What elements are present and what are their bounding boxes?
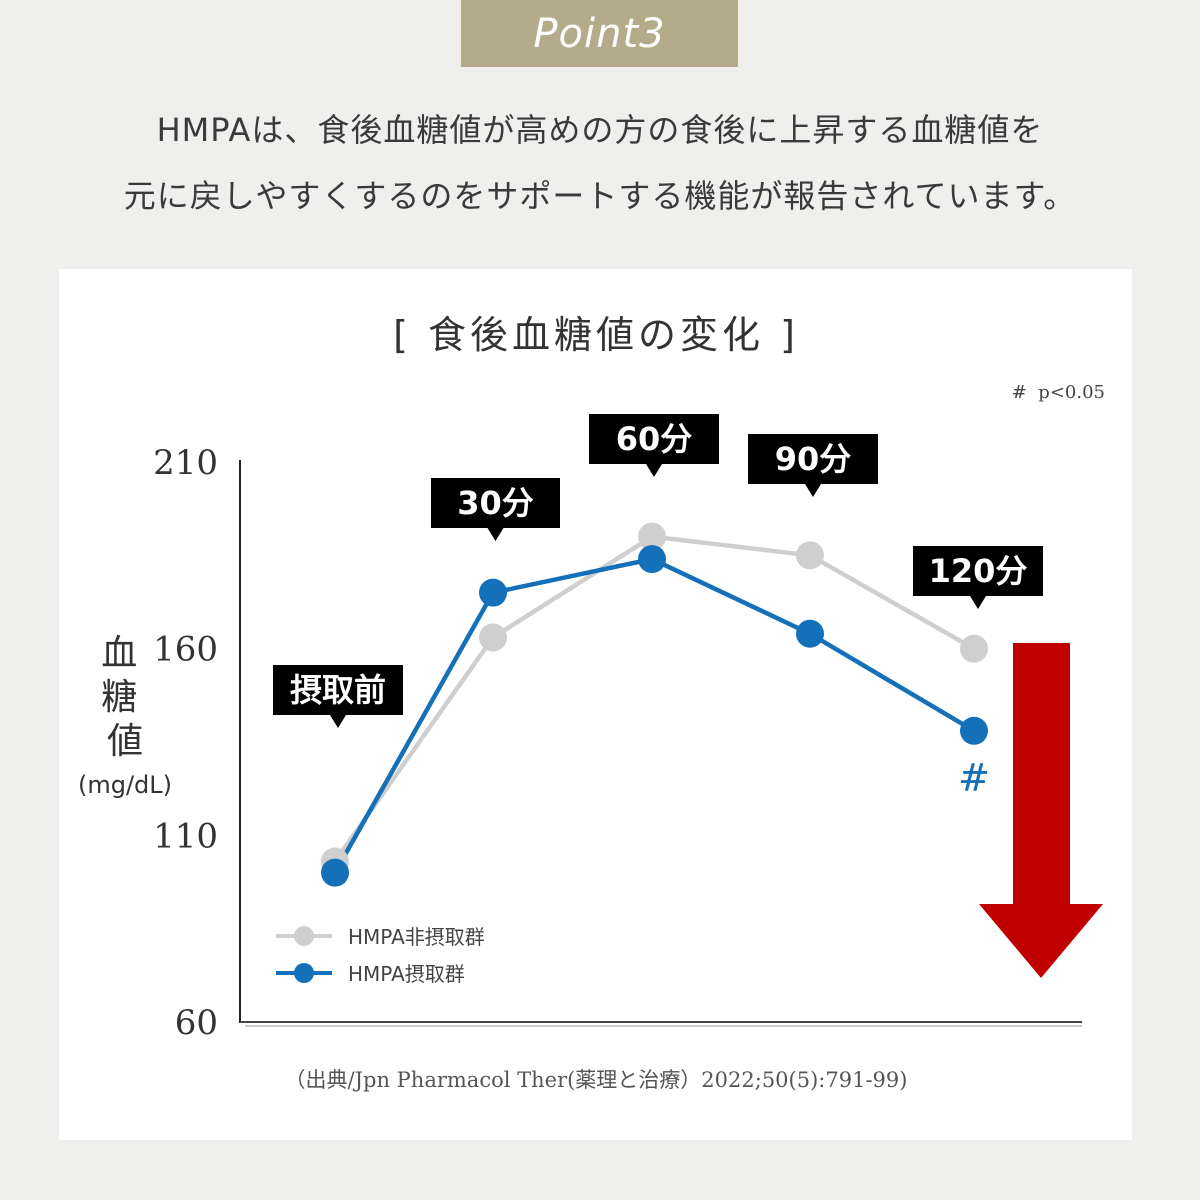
y-tick-label: 60: [175, 1003, 218, 1043]
point-badge: Point3: [461, 0, 738, 67]
significance-note: # p<0.05: [1012, 382, 1105, 403]
intro-line-1: HMPAは、食後血糖値が高めの方の食後に上昇する血糖値を: [156, 111, 1044, 149]
time-label-text: 30分: [457, 484, 534, 522]
y-tick-label: 160: [153, 630, 218, 670]
source-footnote: （出典/Jpn Pharmacol Ther(薬理と治療）2022;50(5):…: [285, 1068, 908, 1092]
significance-marker: #: [958, 756, 990, 800]
legend: HMPA非摂取群 HMPA摂取群: [276, 925, 485, 986]
y-tick-label: 110: [153, 816, 218, 856]
time-label-text: 90分: [775, 440, 852, 478]
legend-marker-hmpa: [294, 963, 314, 983]
legend-label-control: HMPA非摂取群: [348, 925, 485, 949]
time-label-text: 120分: [929, 552, 1028, 590]
data-point-control: [960, 634, 988, 663]
y-tick-label: 210: [153, 443, 218, 483]
data-point-hmpa: [796, 619, 824, 648]
intro-text: HMPAは、食後血糖値が高めの方の食後に上昇する血糖値を 元に戻しやすくするのを…: [0, 100, 1200, 232]
time-label: 30分: [431, 478, 560, 541]
time-label-text: 60分: [616, 420, 693, 458]
time-label-text: 摂取前: [290, 671, 386, 709]
intro-line-2: 元に戻しやすくするのをサポートする機能が報告されています。: [123, 177, 1077, 215]
data-point-control: [796, 541, 824, 570]
legend-marker-control: [294, 926, 314, 946]
y-axis-label: 血 糖 値: [101, 633, 148, 762]
time-label: 60分: [589, 414, 719, 477]
decrease-arrow: [979, 643, 1103, 978]
time-label: 120分: [913, 546, 1043, 609]
chart-title: [ 食後血糖値の変化 ]: [393, 313, 799, 357]
time-label: 90分: [748, 434, 878, 497]
legend-label-hmpa: HMPA摂取群: [348, 962, 465, 986]
data-point-hmpa: [638, 545, 666, 574]
data-point-hmpa: [321, 858, 349, 887]
data-point-control: [638, 522, 666, 551]
data-point-control: [479, 623, 507, 652]
data-point-hmpa: [479, 578, 507, 607]
data-point-hmpa: [960, 716, 988, 745]
y-axis-unit: (mg/dL): [78, 771, 172, 799]
time-label: 摂取前: [273, 665, 403, 728]
series-line-hmpa: [333, 556, 976, 874]
